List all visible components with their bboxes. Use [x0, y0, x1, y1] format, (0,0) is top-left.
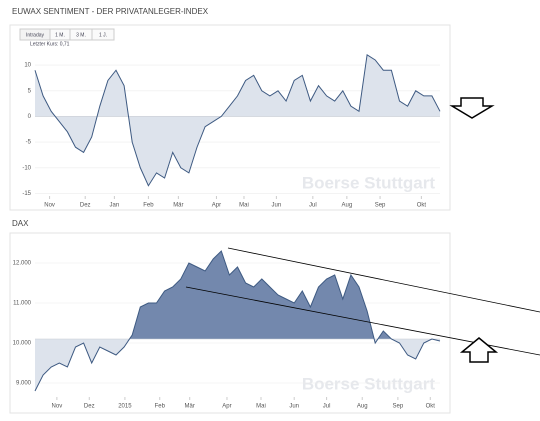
- watermark: Boerse Stuttgart: [302, 374, 436, 393]
- tab[interactable]: [91, 28, 115, 41]
- y-tick-label: 0: [28, 114, 32, 120]
- y-tick-label: 5: [28, 88, 32, 94]
- x-tick-label: Okt: [426, 404, 436, 410]
- down-arrow: [449, 97, 495, 119]
- chart-title: DAX: [12, 219, 29, 228]
- x-tick-label: Jun: [272, 203, 282, 209]
- tab-label[interactable]: 1 M.: [55, 32, 65, 38]
- chart-title: EUWAX SENTIMENT - DER PRIVATANLEGER-INDE…: [12, 7, 209, 16]
- tab-label[interactable]: 1 J.: [99, 32, 107, 38]
- x-tick-label: Nov: [52, 404, 63, 410]
- y-tick-label: -5: [26, 140, 32, 146]
- panel: [9, 24, 451, 211]
- y-tick-label: 10.000: [13, 341, 32, 347]
- y-tick-label: 12.000: [13, 261, 32, 267]
- x-tick-label: Feb: [155, 404, 166, 410]
- y-tick-label: -10: [22, 165, 31, 171]
- watermark: Boerse Stuttgart: [302, 173, 436, 192]
- charts: Boerse Stuttgart 10 5 0 -5 -10 -15 Nov Dez Jan Feb…: [13, 53, 441, 410]
- x-tick-label: Okt: [417, 203, 427, 209]
- tab-label[interactable]: 3 M.: [76, 32, 86, 38]
- area-fill: [35, 251, 440, 339]
- x-tick-label: Jan: [110, 203, 120, 209]
- x-tick-label: 2015: [118, 404, 132, 410]
- area-fill: [35, 54, 440, 186]
- last-price: Letzter Kurs: 0,71: [30, 41, 70, 47]
- tabs: Intraday 1 M. 3 M. 1 J.: [19, 28, 115, 41]
- x-tick-label: Jul: [323, 404, 331, 410]
- x-tick-label: Apr: [212, 203, 221, 209]
- x-tick-label: Dez: [84, 404, 95, 410]
- x-tick-label: Jun: [289, 404, 299, 410]
- up-arrow: [459, 337, 499, 363]
- y-tick-label: 9.000: [16, 381, 32, 387]
- x-tick-label: Aug: [357, 404, 368, 410]
- area-fill: [35, 339, 440, 391]
- x-tick-label: Dez: [80, 203, 91, 209]
- x-tick-label: Mai: [256, 404, 266, 410]
- x-tick-label: Feb: [143, 203, 154, 209]
- y-tick-label: 11.000: [13, 301, 32, 307]
- y-tick-label: -15: [22, 191, 31, 197]
- x-tick-label: Sep: [393, 404, 404, 410]
- y-tick-label: 10: [24, 63, 31, 69]
- tab-label[interactable]: Intraday: [26, 32, 45, 38]
- trend-line: [227, 247, 540, 313]
- x-tick-label: Mär: [185, 404, 195, 410]
- x-tick-label: Nov: [44, 203, 55, 209]
- line: [34, 250, 441, 392]
- x-tick-label: Sep: [375, 203, 386, 209]
- x-tick-label: Mär: [173, 203, 183, 209]
- x-tick-label: Apr: [222, 404, 231, 410]
- x-tick-label: Aug: [342, 203, 353, 209]
- x-tick-label: Mai: [239, 203, 249, 209]
- line: [34, 53, 441, 187]
- panel: [9, 232, 451, 414]
- x-tick-label: Jul: [309, 203, 317, 209]
